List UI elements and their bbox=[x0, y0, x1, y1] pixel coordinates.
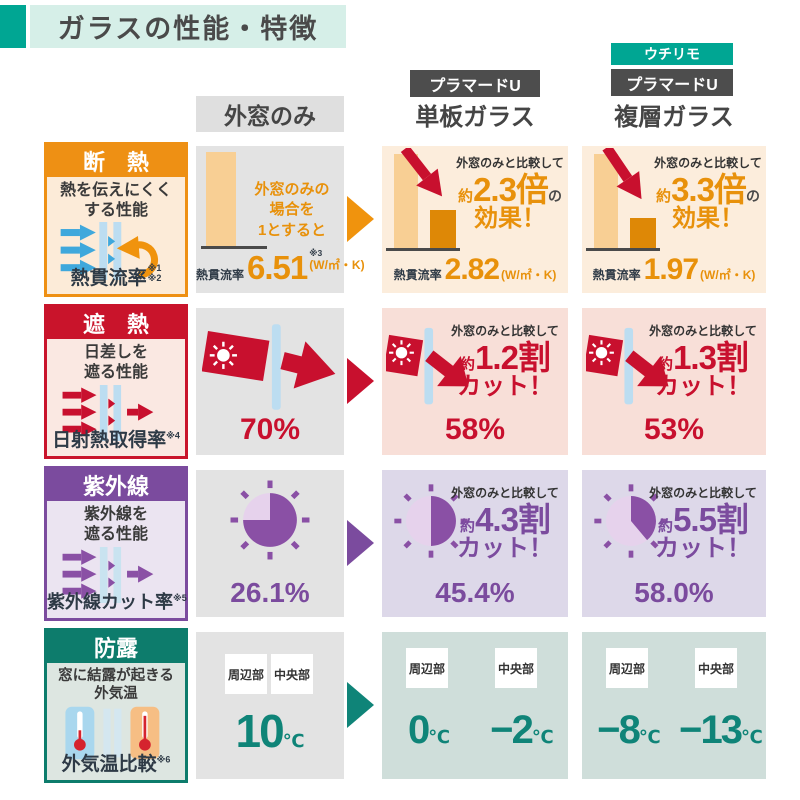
badge-plamado-u-single: プラマードU bbox=[410, 70, 540, 97]
condensation-single-center-temp: −2℃ bbox=[490, 708, 554, 752]
shading-outer-value: 70% bbox=[239, 413, 301, 446]
uv-single-effect: 外窓のみと比較して 約4.3割 カット！ bbox=[451, 486, 559, 562]
uv-single-value: 45.4% bbox=[435, 577, 515, 608]
flow-arrow-uv bbox=[347, 520, 374, 566]
column-header-double-glass: 複層ガラス bbox=[614, 103, 734, 131]
decrease-arrow-icon bbox=[602, 148, 642, 200]
insulation-double-effect: 外窓のみと比較して 約3.3倍の 効果！ bbox=[654, 156, 762, 232]
shading-single-effect: 外窓のみと比較して 約1.2割 カット！ bbox=[451, 324, 559, 400]
cell-condensation-single: 周辺部 中央部 0℃ −2℃ bbox=[382, 632, 568, 779]
label-center-area: 中央部 bbox=[495, 648, 537, 688]
condensation-double-center-temp: −13℃ bbox=[679, 708, 763, 752]
cell-insulation-double: 外窓のみと比較して 約3.3倍の 効果！ 熱貫流率 1.97 (W/㎡・K) bbox=[582, 146, 766, 293]
bar-reference bbox=[594, 154, 618, 248]
label-center-area: 中央部 bbox=[695, 648, 737, 688]
badge-plamado-u-double: プラマードU bbox=[611, 69, 733, 96]
condensation-single-edge-temp: 0℃ bbox=[407, 708, 451, 752]
cell-shading-outer: 70% bbox=[196, 308, 344, 455]
thermometer-comparison-icon bbox=[47, 704, 185, 762]
shading-single-value: 58% bbox=[444, 413, 506, 446]
row-insulation-desc: 熱を伝えにくく する性能 bbox=[60, 182, 172, 219]
cell-uv-outer: 26.1% bbox=[196, 470, 344, 617]
title-accent-square bbox=[0, 5, 26, 48]
row-uv-label-cell: 紫外線 紫外線を 遮る性能 紫外線カット率※5 bbox=[44, 466, 188, 621]
row-shading-title: 遮 熱 bbox=[47, 307, 185, 339]
cell-insulation-single: 外窓のみと比較して 約2.3倍の 効果！ 熱貫流率 2.82 (W/㎡・K) bbox=[382, 146, 568, 293]
cell-uv-single: 外窓のみと比較して 約4.3割 カット！ 45.4% bbox=[382, 470, 568, 617]
row-insulation-title: 断 熱 bbox=[47, 145, 185, 177]
shading-double-effect: 外窓のみと比較して 約1.3割 カット！ bbox=[649, 324, 757, 400]
shading-double-value: 53% bbox=[643, 413, 705, 446]
baseline bbox=[201, 246, 267, 249]
cell-insulation-outer: 外窓のみの 場合を 1とすると 熱貫流率6.51 ※3 (W/㎡・K) bbox=[196, 146, 365, 293]
row-insulation-label-cell: 断 熱 熱を伝えにくく する性能 熱貫流率 ※1 ※2 bbox=[44, 142, 188, 297]
baseline bbox=[586, 248, 660, 251]
row-uv-title: 紫外線 bbox=[47, 469, 185, 501]
condensation-outer-temp: 10℃ bbox=[235, 705, 305, 757]
sun-heat-cut-graphic bbox=[386, 327, 469, 405]
row-uv-metric: 紫外線カット率※5 bbox=[47, 592, 187, 612]
bar-improved bbox=[430, 210, 456, 248]
row-condensation-metric: 外気温比較※6 bbox=[61, 754, 171, 775]
shading-sunlight-icon bbox=[47, 384, 185, 442]
sun-heat-cut-graphic bbox=[586, 327, 669, 405]
cell-condensation-double: 周辺部 中央部 −8℃ −13℃ bbox=[582, 632, 766, 779]
sun-pie-icon bbox=[394, 484, 468, 558]
insulation-single-value-line: 熱貫流率 2.82 (W/㎡・K) bbox=[393, 253, 557, 286]
insulation-outer-caption: 外窓のみの 場合を 1とすると bbox=[254, 181, 330, 239]
uv-double-effect: 外窓のみと比較して 約5.5割 カット！ bbox=[649, 486, 757, 562]
flow-arrow-condensation bbox=[347, 682, 374, 728]
insulation-double-value-line: 熱貫流率 1.97 (W/㎡・K) bbox=[592, 253, 756, 286]
cell-shading-double: 外窓のみと比較して 約1.3割 カット！ 53% bbox=[582, 308, 766, 455]
row-condensation-title: 防露 bbox=[47, 631, 185, 663]
bar-improved bbox=[630, 218, 656, 248]
sun-pie-icon bbox=[230, 480, 310, 560]
row-shading-label-cell: 遮 熱 日差しを 遮る性能 日射熱取得率※4 bbox=[44, 304, 188, 459]
sun-heat-arrow-graphic bbox=[202, 324, 336, 410]
insulation-heat-flow-icon bbox=[47, 222, 185, 280]
cell-uv-double: 外窓のみと比較して 約5.5割 カット！ 58.0% bbox=[582, 470, 766, 617]
baseline bbox=[386, 248, 460, 251]
row-shading-metric: 日射熱取得率※4 bbox=[52, 430, 180, 451]
column-header-single-glass: 単板ガラス bbox=[415, 103, 535, 131]
decrease-arrow-icon bbox=[400, 148, 443, 197]
label-center-area: 中央部 bbox=[271, 654, 313, 694]
insulation-outer-value-line: 熱貫流率6.51 ※3 (W/㎡・K) bbox=[196, 248, 365, 286]
column-header-outer-only: 外窓のみ bbox=[196, 96, 344, 132]
flow-arrow-insulation bbox=[347, 196, 374, 242]
page-title: ガラスの性能・特徴 bbox=[30, 5, 346, 48]
row-insulation-metric: 熱貫流率 ※1 ※2 bbox=[70, 263, 162, 289]
row-uv-desc: 紫外線を 遮る性能 bbox=[83, 506, 148, 543]
label-edge-area: 周辺部 bbox=[406, 648, 448, 688]
uv-block-icon bbox=[47, 546, 185, 604]
insulation-outer-bar bbox=[206, 152, 236, 246]
label-edge-area: 周辺部 bbox=[606, 648, 648, 688]
insulation-single-effect: 外窓のみと比較して 約2.3倍の 効果！ bbox=[456, 156, 564, 232]
cell-shading-single: 外窓のみと比較して 約1.2割 カット！ 58% bbox=[382, 308, 568, 455]
flow-arrow-shading bbox=[347, 358, 374, 404]
label-edge-area: 周辺部 bbox=[225, 654, 267, 694]
row-condensation-desc: 窓に結露が起きる 外気温 bbox=[58, 668, 174, 703]
row-condensation-label-cell: 防露 窓に結露が起きる 外気温 外気温比較※6 bbox=[44, 628, 188, 783]
row-shading-desc: 日差しを 遮る性能 bbox=[83, 344, 148, 381]
sun-pie-icon bbox=[594, 484, 668, 558]
badge-uchirimo: ウチリモ bbox=[611, 43, 733, 65]
bar-reference bbox=[394, 154, 418, 248]
uv-double-value: 58.0% bbox=[634, 577, 714, 608]
uv-outer-value: 26.1% bbox=[230, 577, 310, 608]
condensation-double-edge-temp: −8℃ bbox=[597, 708, 661, 752]
cell-condensation-outer: 周辺部 中央部 10℃ bbox=[196, 632, 344, 779]
